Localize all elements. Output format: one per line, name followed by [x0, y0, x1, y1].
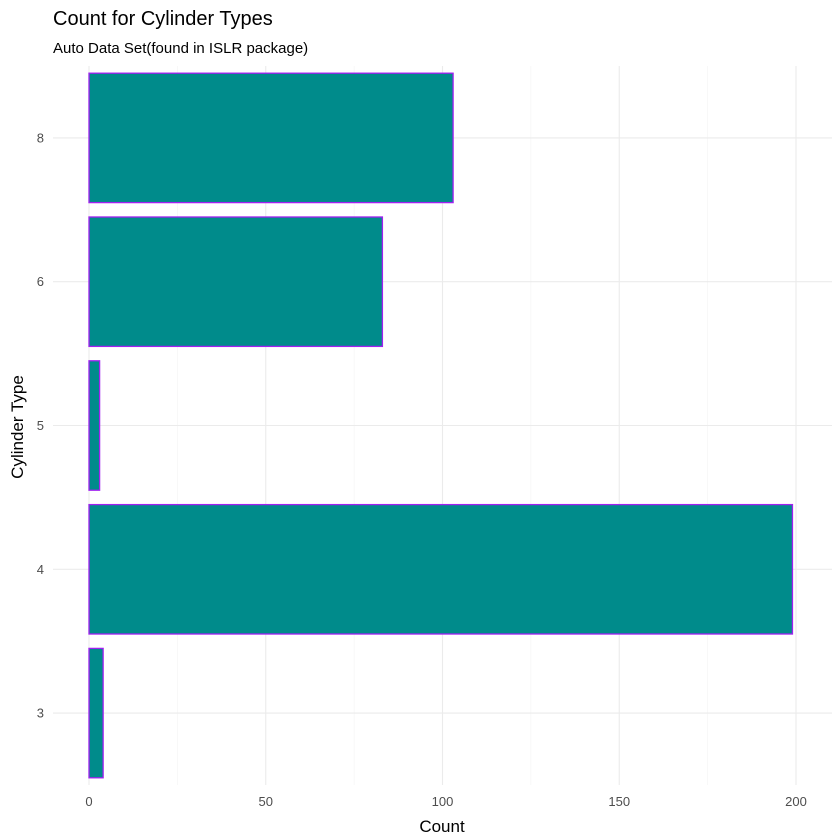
bar-cylinder-5 [88, 360, 101, 491]
x-tick-label: 100 [432, 794, 454, 809]
bar-cylinder-4 [88, 503, 794, 635]
y-tick-label: 4 [37, 562, 44, 577]
y-tick-label: 3 [37, 706, 44, 721]
x-tick-label: 50 [259, 794, 273, 809]
chart-title: Count for Cylinder Types [53, 8, 273, 30]
bar-cylinder-6 [88, 216, 384, 348]
x-tick-label: 0 [85, 794, 92, 809]
y-axis-ticks: 3 4 5 6 8 [37, 130, 44, 720]
y-axis-label: Cylinder Type [8, 375, 27, 479]
x-axis-ticks: 0 50 100 150 200 [85, 794, 806, 809]
bar-cylinder-3 [88, 647, 104, 779]
x-tick-label: 200 [785, 794, 807, 809]
bars [88, 72, 794, 779]
chart-subtitle: Auto Data Set(found in ISLR package) [53, 40, 308, 57]
y-tick-label: 8 [37, 130, 44, 145]
y-tick-label: 6 [37, 274, 44, 289]
x-axis-label: Count [419, 817, 465, 836]
bar-cylinder-8 [88, 72, 454, 204]
y-tick-label: 5 [37, 418, 44, 433]
plot-panel [53, 66, 832, 785]
x-tick-label: 150 [608, 794, 630, 809]
